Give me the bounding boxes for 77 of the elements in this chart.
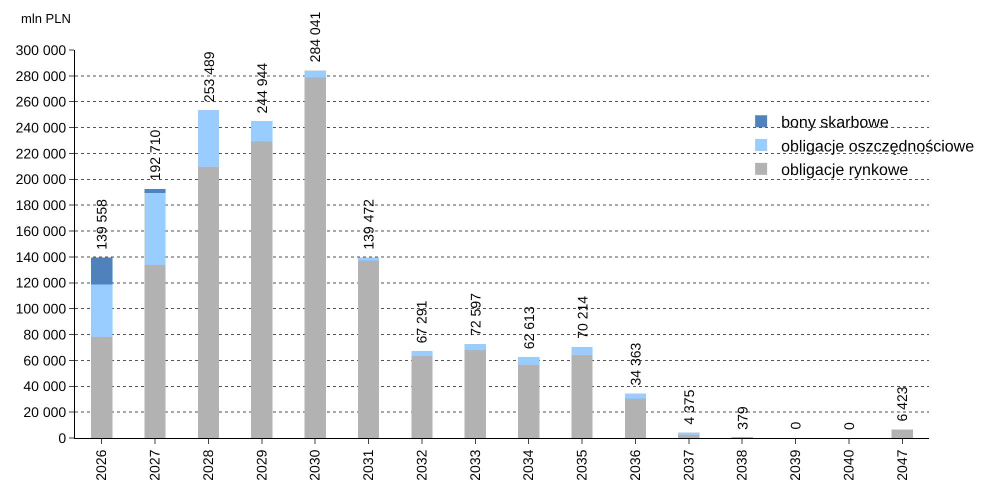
x-tick-label: 2036 — [626, 449, 643, 481]
x-tick-label: 2033 — [466, 449, 483, 481]
x-tick-label: 2032 — [413, 449, 430, 481]
total-label: 139 472 — [360, 198, 376, 250]
bar — [251, 121, 272, 142]
bar — [518, 364, 540, 438]
bar — [304, 70, 326, 78]
bar — [411, 350, 433, 356]
x-tick-label: 2029 — [253, 449, 270, 481]
total-label: 0 — [840, 422, 857, 430]
total-label: 253 489 — [200, 51, 217, 102]
bar — [892, 430, 913, 438]
y-tick-label: 60 000 — [23, 352, 66, 368]
total-label: 6 423 — [894, 386, 910, 422]
y-tick-label: 260 000 — [16, 94, 66, 110]
bar — [144, 193, 166, 266]
y-tick-label: 20 000 — [23, 404, 66, 420]
total-label: 284 041 — [307, 12, 324, 62]
y-tick-label: 80 000 — [23, 326, 66, 342]
bar — [198, 166, 220, 438]
x-tick-label: 2035 — [574, 449, 590, 481]
total-label: 72 597 — [468, 292, 484, 336]
bar — [464, 350, 486, 438]
bar — [411, 356, 433, 438]
x-tick-label: 2039 — [787, 449, 804, 481]
y-tick-label: 180 000 — [16, 197, 66, 214]
bar — [144, 265, 166, 438]
total-label: 70 214 — [574, 296, 590, 339]
bar — [91, 258, 112, 285]
bar — [198, 110, 220, 167]
x-tick-label: 2027 — [146, 449, 163, 481]
total-label: 67 291 — [413, 300, 430, 344]
x-tick-label: 2031 — [360, 449, 376, 481]
bar — [624, 394, 646, 399]
bar — [91, 284, 112, 337]
total-label: 62 613 — [521, 306, 538, 350]
y-tick-label: 100 000 — [16, 300, 66, 317]
x-tick-label: 2030 — [306, 449, 323, 481]
total-label: 4 375 — [680, 389, 697, 425]
x-tick-label: 2034 — [520, 449, 536, 481]
bar — [571, 354, 593, 438]
bar — [358, 260, 380, 438]
y-tick-label: 40 000 — [23, 378, 66, 394]
y-tick-label: 160 000 — [16, 222, 66, 239]
y-tick-label: 220 000 — [16, 145, 66, 162]
bar — [358, 258, 380, 261]
bar — [624, 398, 646, 438]
x-tick-label: 2040 — [840, 449, 856, 481]
bar — [91, 336, 112, 438]
y-tick-label: 280 000 — [16, 68, 66, 84]
y-tick-label: 120 000 — [16, 274, 66, 291]
legend-label: bony skarbowe — [781, 114, 889, 132]
bar — [571, 347, 593, 355]
total-label: 34 363 — [627, 342, 644, 386]
x-tick-label: 2026 — [93, 449, 110, 481]
x-tick-label: 2047 — [894, 449, 910, 481]
y-tick-label: 0 — [58, 430, 66, 446]
y-tick-label: 240 000 — [16, 120, 66, 136]
bar — [304, 78, 326, 438]
bar — [518, 357, 540, 365]
bar — [678, 432, 700, 435]
legend-label: obligacje oszczędnościowe — [781, 138, 974, 156]
y-tick-label: 300 000 — [16, 42, 66, 58]
x-tick-label: 2028 — [200, 449, 216, 481]
y-axis-title: mln PLN — [21, 11, 71, 26]
total-label: 0 — [788, 422, 804, 430]
total-label: 192 710 — [146, 130, 163, 180]
total-label: 379 — [734, 406, 751, 430]
total-label: 139 558 — [94, 198, 110, 250]
bar — [251, 142, 272, 438]
bar — [464, 344, 486, 350]
x-tick-label: 2037 — [680, 449, 696, 481]
y-tick-label: 140 000 — [16, 248, 66, 265]
y-tick-label: 200 000 — [16, 171, 66, 188]
legend-label: obligacje rynkowe — [781, 162, 908, 180]
x-tick-label: 2038 — [734, 449, 750, 481]
total-label: 244 944 — [254, 62, 270, 114]
